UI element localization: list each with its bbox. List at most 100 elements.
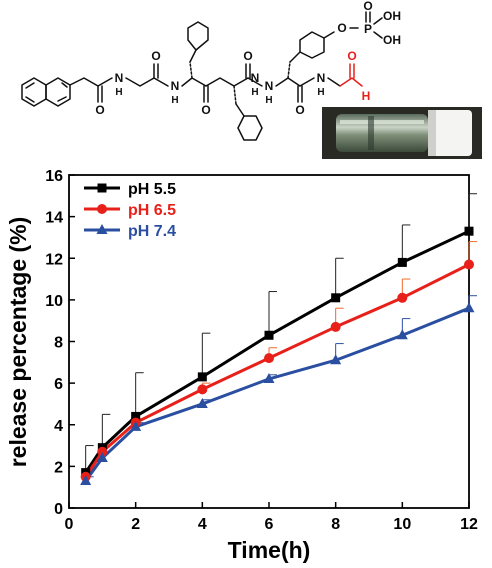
atom-label: O xyxy=(95,103,104,117)
side-chain xyxy=(189,49,197,63)
x-tick-label: 10 xyxy=(393,516,411,533)
naphthalene-ring-right xyxy=(45,77,71,107)
legend-label: pH 5.5 xyxy=(128,181,176,198)
stereo-hash xyxy=(233,85,237,105)
series-marker xyxy=(464,226,474,236)
x-tick-label: 6 xyxy=(265,516,274,533)
series-lines xyxy=(84,229,470,482)
phosphate-bond xyxy=(373,17,383,25)
backbone xyxy=(69,77,113,87)
backbone xyxy=(327,77,341,87)
x-axis-ticks: 0 2 4 6 8 10 12 xyxy=(65,502,478,533)
side-chain xyxy=(323,31,335,39)
release-chart: 0 2 4 6 8 10 12 14 16 0 2 4 6 8 10 12 pH 5.5 pH 6.5 pH 7… xyxy=(5,168,478,563)
atom-label: N xyxy=(265,79,274,93)
series-marker xyxy=(263,372,275,383)
atom-label: N xyxy=(115,71,124,85)
phenyl-ring xyxy=(299,31,325,59)
vial-highlight xyxy=(340,120,424,124)
backbone xyxy=(299,77,315,87)
y-tick-label: 10 xyxy=(45,293,63,310)
stereo-hash xyxy=(287,61,291,79)
x-tick-label: 4 xyxy=(198,516,207,533)
x-axis-title: Time(h) xyxy=(228,537,311,563)
x-tick-label: 0 xyxy=(65,516,74,533)
series-marker xyxy=(264,330,274,340)
double-bond xyxy=(61,82,68,88)
series-marker xyxy=(397,292,408,303)
legend-marker xyxy=(97,204,107,214)
x-tick-label: 12 xyxy=(460,516,478,533)
backbone xyxy=(247,77,263,87)
backbone xyxy=(153,77,169,87)
legend-marker xyxy=(96,224,108,234)
vial-cap-shade xyxy=(428,110,436,156)
series-marker xyxy=(331,293,341,303)
series-line xyxy=(84,229,470,474)
series-marker xyxy=(197,384,208,395)
atom-label: O xyxy=(151,49,160,63)
y-tick-label: 8 xyxy=(54,335,63,352)
series-marker xyxy=(264,353,274,364)
series-line xyxy=(84,263,470,478)
structure-labels: N H N H N H N H N H O O O O O O P O OH O… xyxy=(95,0,401,117)
side-chain xyxy=(235,103,245,117)
y-axis-ticks: 0 2 4 6 8 10 12 14 16 xyxy=(45,168,75,518)
atom-label: H xyxy=(171,95,178,106)
y-tick-label: 14 xyxy=(45,210,63,227)
series-marker xyxy=(80,474,92,485)
series-marker xyxy=(463,302,475,313)
aldehyde-bond xyxy=(339,77,363,87)
series-marker xyxy=(96,452,108,463)
vial-liquid-edge xyxy=(368,116,374,150)
double-bond xyxy=(57,96,67,102)
atom-label: H xyxy=(317,87,324,98)
atom-label: H xyxy=(251,87,258,98)
phenyl-ring xyxy=(187,21,209,51)
phosphate-bond xyxy=(373,31,383,39)
atom-label: N xyxy=(251,71,260,85)
atom-label: O xyxy=(243,49,252,63)
backbone xyxy=(181,77,207,87)
series-marker xyxy=(397,257,407,267)
atom-label: OH xyxy=(383,9,401,23)
vial-cap xyxy=(428,110,472,156)
atom-label: H xyxy=(115,87,122,98)
series-marker xyxy=(330,354,342,365)
stereo-hash xyxy=(189,61,193,79)
legend-label: pH 7.4 xyxy=(128,223,176,240)
atom-label: O xyxy=(201,103,210,117)
side-chain xyxy=(289,51,301,63)
peptide-structure xyxy=(21,11,383,141)
series-marker xyxy=(196,397,208,408)
y-tick-label: 2 xyxy=(54,459,63,476)
double-bond xyxy=(25,96,35,103)
phenyl-ring xyxy=(237,115,263,141)
series-marker xyxy=(131,411,141,421)
x-tick-label: 8 xyxy=(331,516,340,533)
series-marker xyxy=(464,259,474,270)
double-bond xyxy=(25,82,35,89)
backbone xyxy=(205,77,249,87)
aldehyde-label: O xyxy=(347,49,356,63)
atom-label: P xyxy=(364,22,372,36)
atom-label: N xyxy=(317,71,326,85)
atom-label: OH xyxy=(383,33,401,47)
series-marker xyxy=(396,329,408,340)
legend-label: pH 6.5 xyxy=(128,202,176,219)
y-tick-label: 0 xyxy=(54,501,63,518)
atom-label: O xyxy=(295,103,304,117)
y-tick-label: 6 xyxy=(54,376,63,393)
legend-marker xyxy=(97,183,107,193)
y-tick-label: 16 xyxy=(45,168,63,185)
series-marker xyxy=(330,321,341,332)
series-markers xyxy=(80,226,475,485)
series-marker xyxy=(97,446,108,457)
backbone xyxy=(275,77,301,87)
legend: pH 5.5 pH 6.5 pH 7.4 xyxy=(84,181,176,240)
series-line xyxy=(84,306,470,482)
series-marker xyxy=(197,372,207,382)
atom-label: H xyxy=(265,95,272,106)
y-tick-label: 4 xyxy=(54,418,63,435)
